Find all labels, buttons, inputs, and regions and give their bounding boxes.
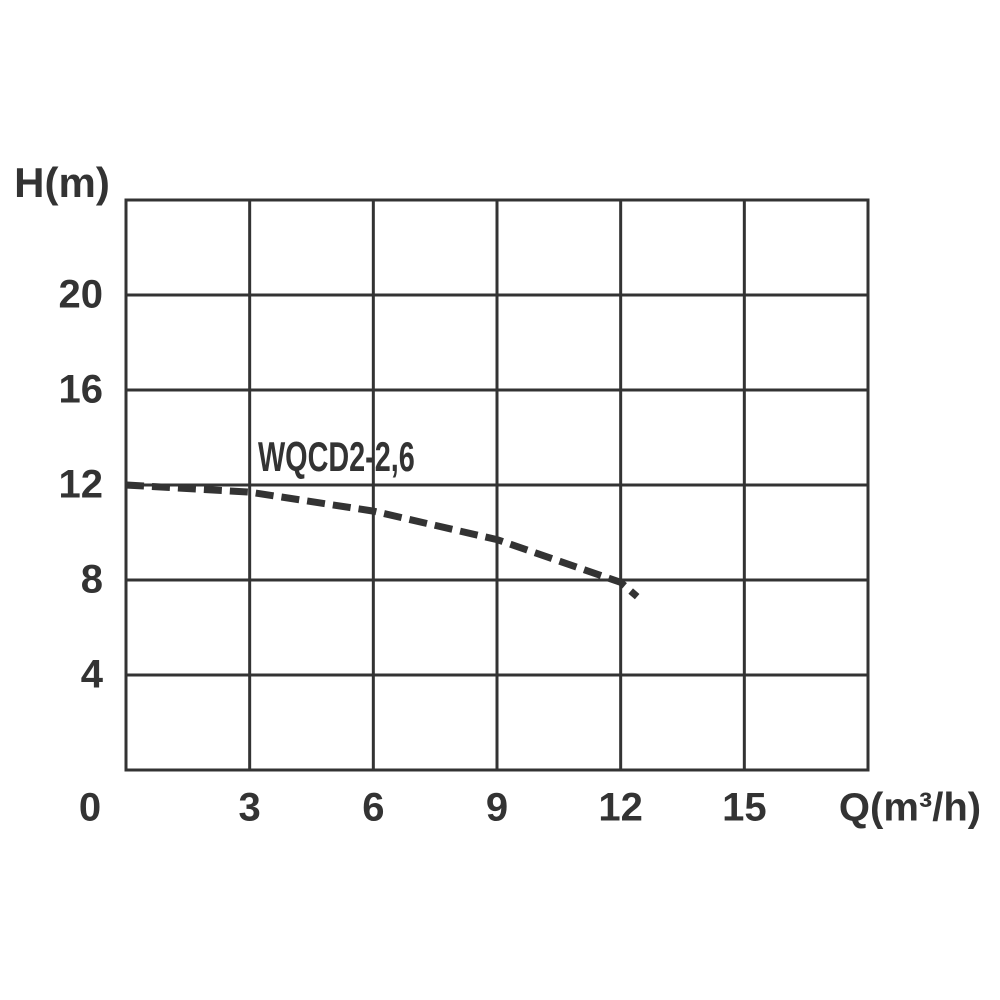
x-axis-label: Q(m³/h) [839, 786, 981, 830]
y-tick-label: 8 [81, 558, 103, 602]
series-label: WQCD2-2,6 [258, 434, 415, 480]
x-tick-label: 12 [598, 786, 643, 830]
y-axis-label: H(m) [14, 159, 110, 206]
y-tick-label: 20 [59, 273, 104, 317]
y-tick-label: 16 [59, 368, 104, 412]
x-tick-label: 6 [362, 786, 384, 830]
curve [125, 481, 640, 600]
y-tick-label: 4 [81, 653, 104, 697]
y-tick-label: 12 [59, 463, 104, 507]
x-tick-label: 3 [239, 786, 261, 830]
x-tick-label: 15 [722, 786, 767, 830]
x-tick-label: 0 [79, 786, 101, 830]
x-tick-label: 9 [486, 786, 508, 830]
